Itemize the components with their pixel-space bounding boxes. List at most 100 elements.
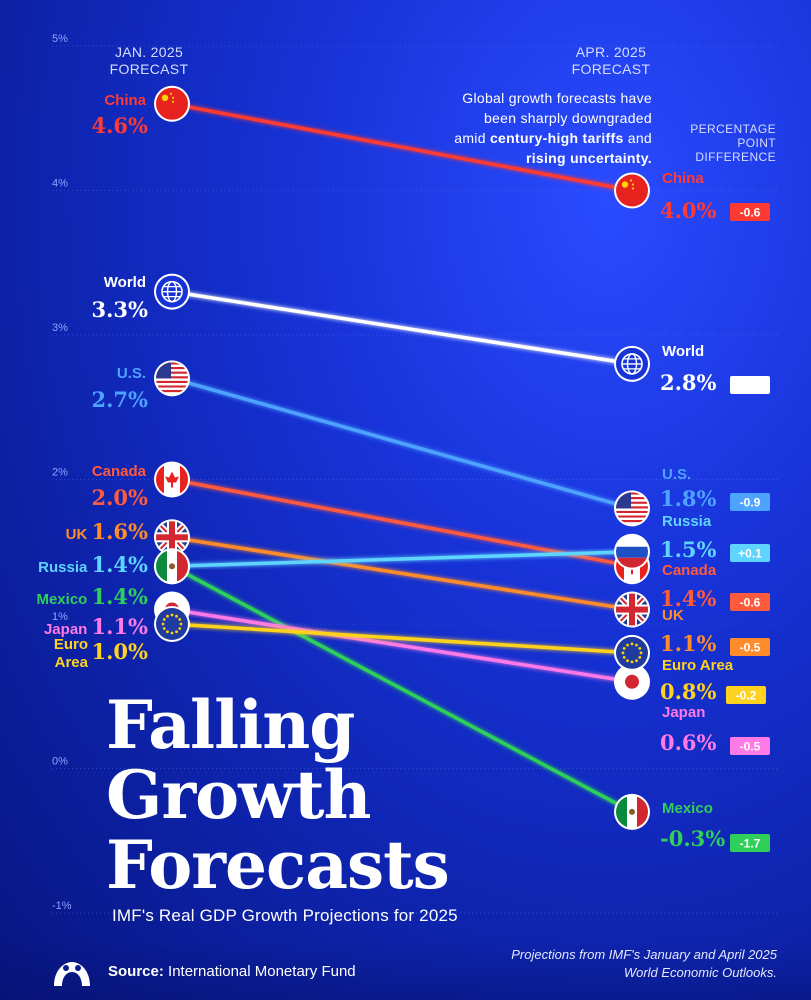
jan-value-label: 1.0% (92, 639, 149, 664)
y-tick-label: 4% (52, 178, 68, 190)
apr-series-name: China (662, 170, 704, 187)
flag-star (630, 660, 634, 664)
flag-star (622, 656, 626, 659)
flag-star (626, 659, 629, 663)
us-flag-icon-face (156, 362, 188, 395)
difference-badge (730, 638, 770, 656)
difference-value: -1.7 (740, 837, 761, 851)
jan-value-label: 1.6% (92, 519, 149, 544)
flag-star (629, 179, 633, 182)
flag-stripe (616, 499, 648, 502)
flag-stripe (616, 515, 648, 518)
mexico-flag-icon (614, 793, 650, 830)
flag-band (637, 795, 648, 828)
difference-value: -0.6 (740, 206, 761, 220)
flag-stripe (156, 371, 188, 374)
flag-star (170, 631, 174, 635)
us-flag-icon (154, 360, 190, 397)
pp-line-3: DIFFERENCE (695, 150, 776, 164)
series-line-3 (170, 477, 634, 568)
jan-value-label: 4.6% (92, 113, 149, 138)
projections-line-1: Projections from IMF's January and April… (511, 947, 777, 962)
source-credit: Source: International Monetary Fund (108, 963, 356, 980)
flag-emblem (629, 808, 635, 815)
difference-badge (730, 737, 770, 755)
flag-stripe (156, 385, 188, 388)
y-tick-label: 0% (52, 756, 68, 768)
note-line-2: been sharply downgraded (483, 110, 652, 126)
pp-difference-header: PERCENTAGE POINT DIFFERENCE (672, 122, 776, 164)
flag-emblem (169, 563, 175, 570)
flag-stripe (616, 513, 648, 516)
globe-icon (614, 345, 650, 382)
jan-series-name: Euro (54, 636, 88, 653)
y-tick-label: 3% (52, 322, 68, 334)
jan-value-label: 1.4% (92, 552, 149, 577)
flag-star (170, 613, 174, 617)
y-tick-label: -1% (52, 900, 72, 912)
flag-field (156, 87, 188, 120)
difference-value: -0.5 (740, 379, 761, 393)
canada-flag-icon-face (156, 463, 188, 496)
jan-series-name: Area (55, 654, 89, 671)
apr-series-name: Mexico (662, 800, 713, 817)
difference-value: -0.5 (740, 740, 761, 754)
flag-stripe (616, 522, 648, 525)
russia-flag-icon-face (616, 535, 648, 568)
series-line-5 (170, 550, 634, 568)
flag-stripe (156, 380, 188, 384)
jan-label-6: Mexico 1.4% (36, 584, 148, 609)
apr-series-name: Japan (662, 704, 705, 721)
mexico-flag-icon-face (616, 795, 648, 828)
note-line-3: amid century-high tariffs and (420, 128, 652, 148)
flag-band (156, 463, 164, 496)
flag-star (171, 100, 175, 103)
flag-star (175, 630, 178, 634)
jan-column-header: JAN. 2025 FORECAST (104, 44, 194, 78)
flag-stripe (616, 546, 648, 558)
apr-series-name: World (662, 343, 704, 360)
flag-sun (625, 674, 639, 689)
y-tick-label: 1% (52, 611, 68, 623)
jan-series-name: World (104, 274, 146, 291)
note-line-1: Global growth forecasts have (462, 90, 652, 106)
us-flag-icon (614, 490, 650, 527)
apr-value-label: 1.8% (660, 486, 717, 511)
us-flag-icon-face (616, 492, 648, 525)
apr-value-label: 4.0% (660, 198, 717, 223)
apr-value-label: 1.5% (660, 537, 717, 562)
difference-value: -0.6 (740, 596, 761, 610)
series-line-7 (170, 607, 634, 684)
flag-band (616, 550, 624, 583)
difference-badge (730, 593, 770, 611)
flag-star (621, 181, 629, 188)
flag-star (626, 643, 629, 647)
apr-series-name: UK (662, 607, 684, 624)
flag-stripe (616, 501, 648, 504)
eu-flag-icon (614, 634, 650, 671)
flag-stripe (156, 362, 188, 365)
japan-flag-icon-face (616, 665, 648, 698)
flag-star (162, 627, 166, 630)
flag-star (166, 614, 169, 618)
y-tick-label: 5% (52, 33, 68, 45)
difference-badge (730, 376, 770, 394)
flag-star (161, 94, 169, 102)
difference-value: -0.9 (740, 496, 761, 510)
apr-value-label: 1.4% (660, 586, 717, 611)
jan-label-5: Russia 1.4% (38, 552, 148, 577)
jan-label-7: Japan 1.1% (44, 614, 148, 639)
flag-stripe (616, 557, 648, 568)
flag-star (169, 92, 173, 95)
note-emphasis-uncertainty: rising uncertainty. (525, 150, 652, 166)
china-flag-icon-face (616, 174, 648, 207)
flag-stripe (616, 510, 648, 514)
visual-capitalist-logo-icon (54, 962, 90, 986)
jan-series-name: Russia (38, 559, 91, 576)
russia-flag-icon (614, 533, 650, 570)
difference-badge (730, 834, 770, 852)
jan-series-name: U.S. (117, 365, 146, 382)
flag-star (635, 643, 638, 647)
